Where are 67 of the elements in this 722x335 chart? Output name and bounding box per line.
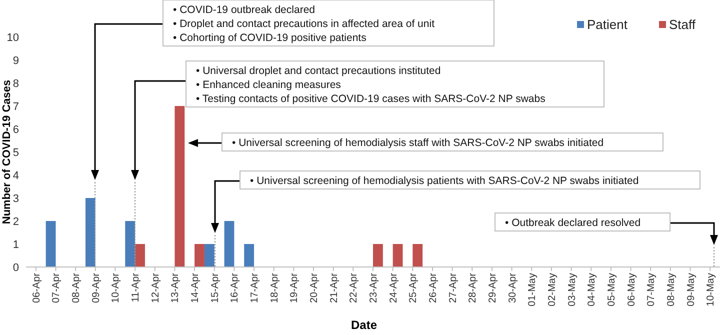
y-tick-label: 10 [6, 32, 19, 44]
x-tick-label: 03-May [566, 273, 578, 306]
x-tick-label: 09-Apr [90, 272, 102, 304]
y-tick-label: 6 [12, 124, 19, 136]
x-tick-label: 06-May [626, 273, 638, 306]
x-tick-label: 25-Apr [408, 272, 420, 304]
x-tick-label: 26-Apr [428, 272, 439, 304]
x-tick-label: 10-Apr [110, 272, 122, 304]
x-tick-label: 14-Apr [190, 272, 202, 304]
x-tick-label: 27-Apr [448, 272, 459, 304]
y-tick-label: 4 [12, 170, 19, 182]
bar [174, 106, 185, 267]
y-tick-label: 5 [12, 147, 19, 159]
x-tick-label: 07-Apr [51, 272, 62, 304]
bar [224, 221, 234, 267]
annotation: • Universal screening of hemodialysis patients with SARS-CoV-2 NP swabs initiated [250, 175, 639, 187]
x-tick-label: 04-May [586, 273, 598, 306]
x-tick-label: 30-Apr [507, 272, 518, 304]
x-tick-label: 19-Apr [289, 272, 300, 304]
bar [46, 221, 56, 267]
x-tick-label: 17-Apr [250, 272, 261, 304]
bar [85, 198, 96, 267]
annotation: • Universal screening of hemodialysis staff with SARS-CoV-2 NP swabs initiated [232, 137, 604, 149]
x-tick-label: 15-Apr [210, 272, 221, 304]
x-tick-label: 07-May [646, 273, 658, 306]
y-tick-label: 8 [12, 78, 19, 90]
x-tick-label: 20-Apr [309, 272, 320, 304]
x-tick-label: 18-Apr [269, 272, 280, 304]
x-tick-label: 02-May [546, 273, 558, 306]
y-tick-label: 2 [12, 216, 19, 228]
bar [204, 244, 214, 267]
x-tick-label: 23-Apr [368, 272, 380, 304]
y-tick-label: 3 [12, 193, 19, 205]
x-tick-label: 12-Apr [150, 272, 162, 304]
bar [244, 244, 254, 267]
x-tick-label: 16-Apr [230, 272, 241, 304]
bar [125, 221, 136, 267]
legend-label: Staff [669, 17, 696, 32]
y-axis-title: Number of COVID-19 Cases [1, 80, 13, 224]
x-tick-label: 05-May [606, 273, 618, 306]
x-tick-label: 09-May [686, 273, 697, 306]
y-tick-label: 0 [12, 262, 19, 274]
y-tick-label: 1 [12, 239, 19, 251]
bar [392, 244, 403, 267]
x-tick-label: 11-Apr [130, 272, 142, 302]
x-tick-label: 13-Apr [170, 272, 182, 304]
bar [135, 244, 145, 267]
x-tick-label: 01-May [527, 273, 538, 306]
x-tick-label: 21-Apr [328, 272, 340, 304]
bar [373, 244, 383, 267]
annotation: • Universal droplet and contact precautions instituted • Enhanced cleaning measures • Testing contacts of positive COVID-19 cases with SARS-CoV-2 NP swabs [196, 65, 546, 105]
x-tick-label: 06-Apr [31, 272, 42, 304]
y-tick-label: 9 [12, 55, 19, 67]
x-tick-label: 22-Apr [348, 272, 360, 304]
annotation: • Outbreak declared resolved [505, 217, 641, 229]
x-axis-title: Date [350, 318, 378, 332]
x-tick-label: 24-Apr [388, 272, 400, 304]
y-tick-label: 7 [12, 101, 19, 113]
annotation: • COVID-19 outbreak declared • Droplet and contact precautions in affected area of unit • Cohorting of COVID-19 positive patients [173, 4, 435, 44]
x-tick-label: 08-Apr [71, 272, 82, 304]
x-tick-label: 10-May [706, 273, 717, 306]
legend-label: Patient [587, 17, 628, 32]
bar [194, 244, 204, 267]
x-tick-label: 29-Apr [487, 272, 498, 304]
bar [412, 244, 423, 267]
x-tick-label: 28-Apr [468, 272, 479, 304]
x-tick-label: 08-May [666, 273, 677, 306]
